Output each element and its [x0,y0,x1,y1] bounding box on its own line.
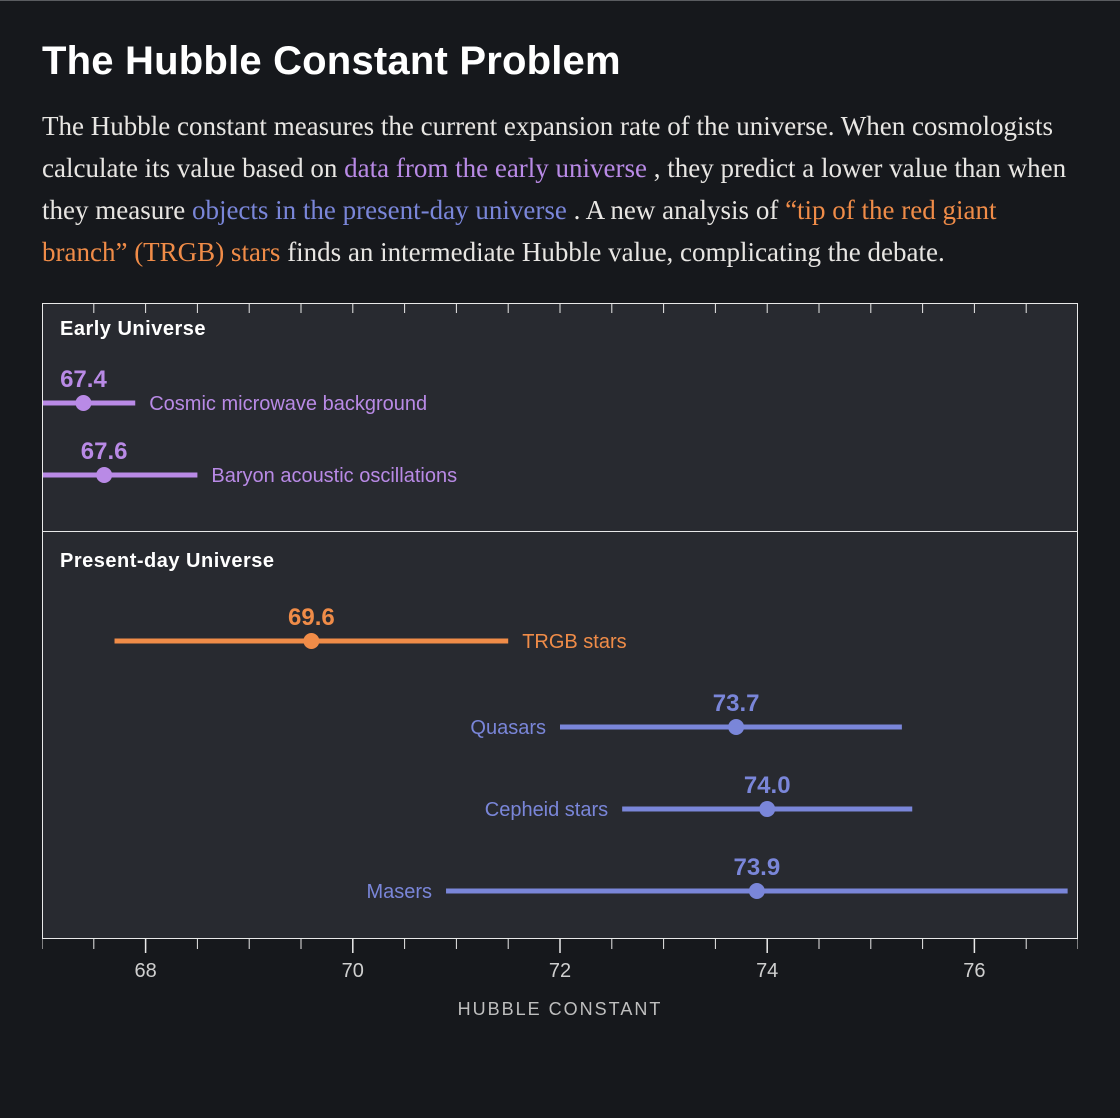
point-marker [728,719,744,735]
intro-highlight-early: data from the early universe [344,153,647,183]
value-label: 74.0 [744,772,791,799]
page-title: The Hubble Constant Problem [42,39,1078,84]
section-label-early: Early Universe [60,318,206,340]
point-marker [759,801,775,817]
xtick-label: 72 [549,960,571,982]
value-label: 67.4 [60,366,107,393]
row-label: Quasars [470,717,546,739]
xtick-label: 70 [342,960,364,982]
row-label: TRGB stars [522,631,626,653]
value-label: 73.7 [713,690,760,717]
intro-highlight-present: objects in the present-day universe [192,195,567,225]
intro-paragraph: The Hubble constant measures the current… [42,106,1078,273]
point-marker [749,883,765,899]
xtick-label: 74 [756,960,778,982]
point-marker [75,395,91,411]
page-container: The Hubble Constant Problem The Hubble c… [0,1,1120,1023]
value-label: 67.6 [81,438,128,465]
row-label: Cepheid stars [485,799,608,821]
x-axis-label: HUBBLE CONSTANT [458,999,663,1019]
value-label: 73.9 [733,854,780,881]
row-label: Masers [366,881,432,903]
value-label: 69.6 [288,604,335,631]
row-label: Cosmic microwave background [149,393,427,415]
hubble-chart: 68 70 72 74 76 HUBBLE CONSTANT Early Universe P… [42,303,1078,1023]
intro-text-3: . A new analysis of [574,195,785,225]
intro-text-4: finds an intermediate Hubble value, comp… [287,237,945,267]
chart-wrap: 68 70 72 74 76 HUBBLE CONSTANT Early Universe P… [42,303,1078,1023]
row-label: Baryon acoustic oscillations [211,465,457,487]
point-marker [96,467,112,483]
xtick-label: 76 [963,960,985,982]
xtick-label: 68 [134,960,156,982]
section-label-present: Present-day Universe [60,550,275,572]
point-marker [303,633,319,649]
